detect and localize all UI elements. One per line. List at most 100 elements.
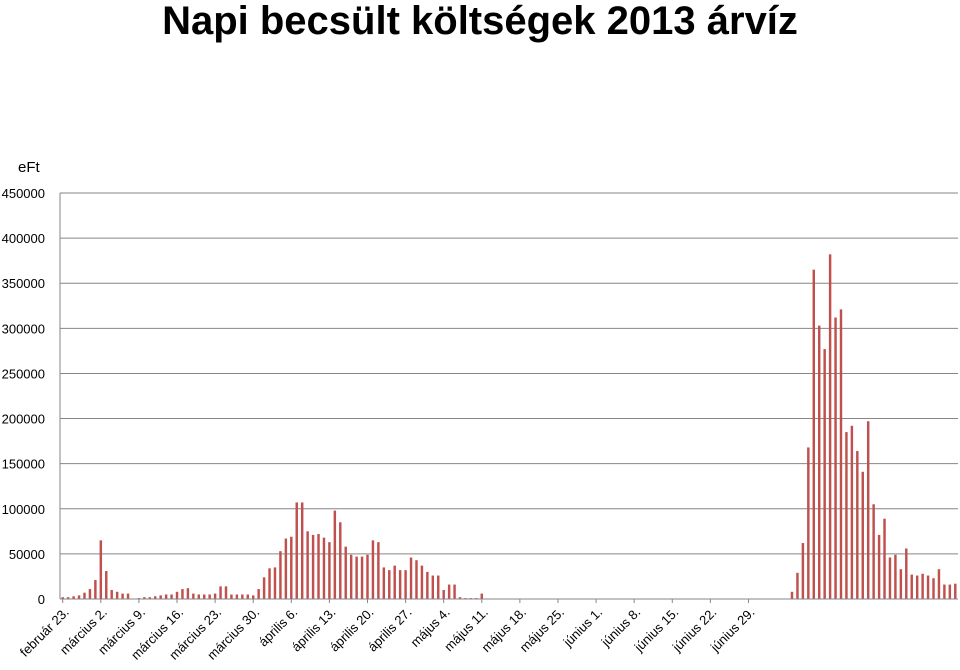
bar (290, 536, 293, 599)
bar (480, 593, 484, 599)
bar (192, 593, 195, 599)
bar (834, 317, 837, 599)
y-tick-label: 150000 (2, 457, 45, 472)
bar (866, 421, 870, 599)
bar (154, 596, 157, 599)
x-axis-tick-labels: február 23.március 2.március 9.március 1… (17, 599, 758, 663)
y-tick-label: 100000 (2, 502, 45, 517)
bar (398, 570, 402, 599)
bar (910, 574, 913, 599)
bar (235, 594, 239, 599)
bar (420, 565, 424, 599)
bar (197, 594, 201, 599)
bar (905, 548, 908, 599)
bar (241, 594, 244, 599)
bar (83, 592, 86, 599)
x-tick-label: június 1. (560, 605, 606, 651)
bar (393, 565, 396, 599)
bar (888, 557, 892, 599)
bar (360, 556, 364, 599)
bar (175, 591, 179, 599)
bar (850, 425, 854, 599)
chart-title: Napi becsült költségek 2013 árvíz (162, 0, 798, 43)
bar (932, 578, 935, 599)
bar (262, 577, 266, 599)
bar (344, 546, 347, 599)
bar-series (61, 254, 957, 599)
gridlines (60, 192, 958, 555)
y-axis-tick-labels: 0 50000 100000 150000 200000 250000 300000 3500… (2, 186, 45, 607)
bar (377, 542, 380, 599)
bar (442, 589, 445, 599)
bar (170, 594, 173, 599)
bar (121, 593, 124, 599)
y-tick-label: 350000 (2, 276, 45, 291)
bar (431, 575, 435, 599)
y-tick-label: 250000 (2, 366, 45, 381)
bar (246, 594, 249, 599)
bar (295, 502, 298, 599)
bar (954, 583, 957, 599)
bar (796, 572, 799, 599)
bar (279, 551, 282, 599)
bar (415, 560, 418, 599)
bar (202, 594, 206, 599)
bar (181, 589, 184, 599)
bar (251, 595, 255, 599)
bar (845, 432, 848, 599)
bar (213, 593, 217, 599)
bar (828, 254, 832, 599)
bar (801, 543, 805, 599)
bar (790, 591, 794, 599)
bar (268, 568, 271, 599)
bar (812, 269, 816, 599)
axes (59, 193, 958, 600)
bar (273, 567, 277, 599)
bar (322, 537, 326, 599)
bar (382, 567, 386, 599)
bar (883, 518, 886, 599)
bar (148, 597, 152, 599)
bar (899, 569, 903, 599)
bar (143, 597, 146, 599)
bar (311, 534, 315, 599)
bar (224, 586, 228, 599)
bar (328, 542, 331, 599)
bar (66, 597, 70, 599)
bar (72, 596, 75, 599)
bar (159, 595, 162, 599)
bar (823, 349, 826, 599)
bar (921, 573, 924, 599)
bar (817, 325, 821, 599)
bar (110, 589, 113, 599)
bar (877, 534, 881, 599)
bar (61, 597, 64, 599)
bar (317, 534, 320, 599)
bar (371, 540, 375, 599)
bar (426, 571, 429, 599)
y-tick-label: 300000 (2, 321, 45, 336)
bar (88, 589, 92, 599)
bar (115, 591, 119, 599)
y-tick-label: 0 (38, 592, 45, 607)
bar (94, 580, 97, 599)
bar (915, 575, 919, 599)
bar (437, 575, 440, 599)
bar (943, 584, 946, 599)
bar (894, 554, 897, 599)
bar (458, 597, 462, 599)
bar (861, 471, 864, 599)
bar (99, 540, 103, 599)
bar (284, 538, 288, 599)
bar (77, 595, 81, 599)
bar (856, 451, 859, 599)
bar (349, 554, 353, 599)
bar (105, 571, 108, 599)
bar (186, 588, 190, 599)
bar (333, 510, 337, 599)
bar (126, 593, 130, 599)
bar (300, 502, 304, 599)
bar (339, 522, 342, 599)
bar (366, 554, 369, 599)
